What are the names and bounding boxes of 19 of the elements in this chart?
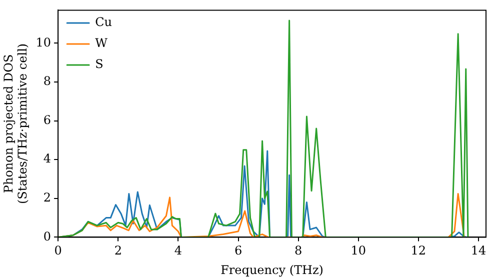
- x-tick-label: 10: [350, 244, 366, 258]
- y-tick-label: 2: [43, 190, 52, 205]
- legend-label: Cu: [95, 15, 112, 30]
- legend-label: W: [95, 36, 108, 50]
- x-tick-label: 4: [174, 244, 182, 258]
- y-tick-label: 6: [43, 112, 52, 127]
- x-tick-label: 2: [114, 244, 122, 258]
- legend-label: S: [95, 57, 104, 72]
- x-axis-title: Frequency (THz): [220, 262, 324, 277]
- y-tick-label: 8: [43, 74, 52, 88]
- y-tick-label: 4: [43, 152, 52, 166]
- x-tick-label: 12: [410, 244, 426, 258]
- y-tick-label: 10: [36, 35, 52, 50]
- x-tick-label: 0: [54, 244, 62, 258]
- x-tick-label: 6: [234, 244, 242, 258]
- x-tick-label: 14: [470, 244, 486, 258]
- x-tick-label: 8: [294, 244, 302, 258]
- y-tick-label: 0: [43, 229, 52, 244]
- y-axis-title: Phonon projected DOS (States/THz·primitive cell): [1, 43, 30, 204]
